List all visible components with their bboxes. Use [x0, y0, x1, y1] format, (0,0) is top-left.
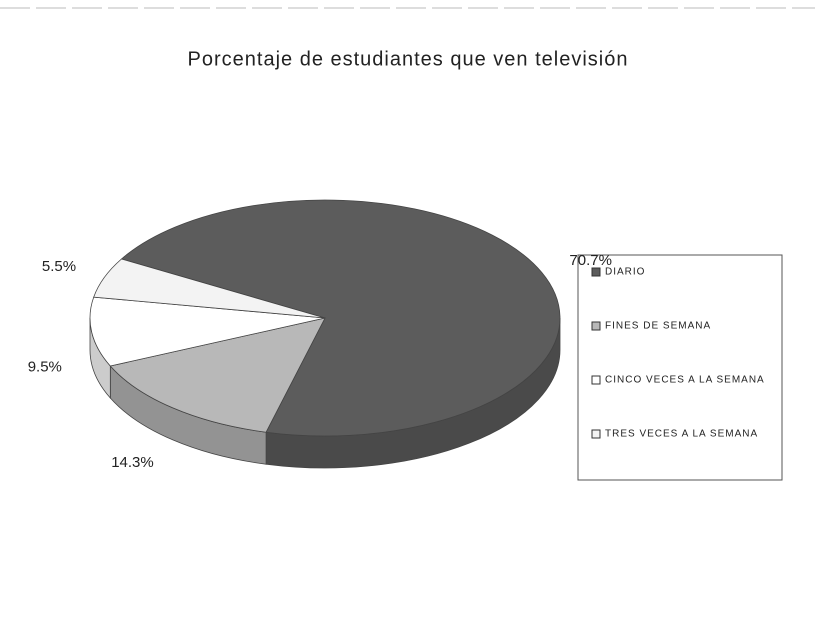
slice	[93, 258, 326, 319]
legend-box	[577, 254, 783, 481]
legend-swatch	[591, 429, 601, 439]
legend-label: DIARIO	[605, 267, 645, 278]
data-label: 70.7%	[569, 252, 612, 269]
legend-label: CINCO VECES A LA SEMANA	[605, 375, 765, 386]
chart-title: Porcentaje de estudiantes que ven televi…	[188, 48, 629, 70]
legend-label: TRES VECES A LA SEMANA	[605, 429, 758, 440]
slice	[109, 317, 326, 433]
slice	[120, 199, 561, 437]
slice	[89, 296, 326, 367]
legend-swatch	[591, 375, 601, 385]
legend-swatch	[591, 267, 601, 277]
data-label: 5.5%	[42, 258, 76, 275]
legend-label: FINES DE SEMANA	[605, 321, 711, 332]
data-label: 14.3%	[111, 454, 154, 471]
legend-swatch	[591, 321, 601, 331]
data-label: 9.5%	[28, 359, 62, 376]
